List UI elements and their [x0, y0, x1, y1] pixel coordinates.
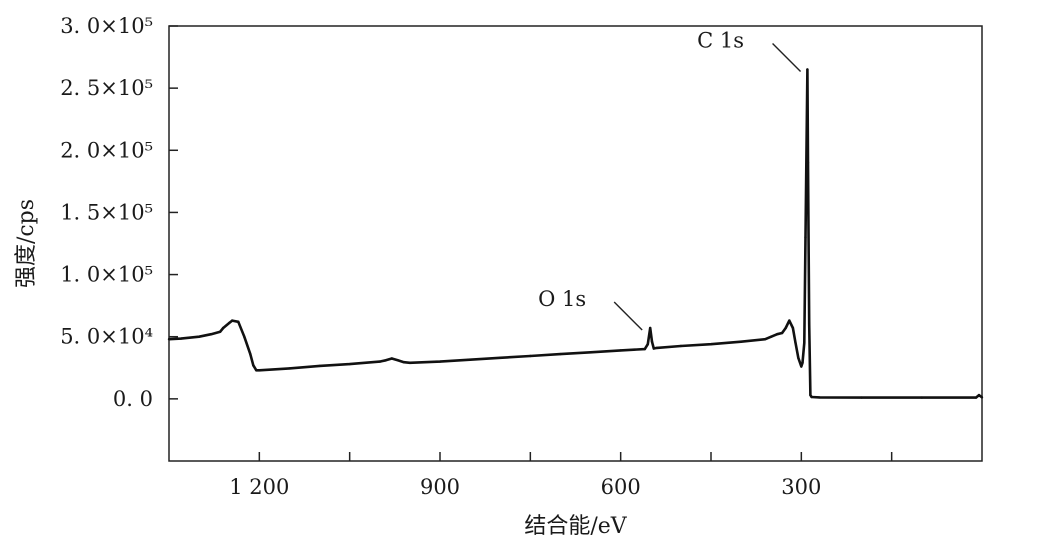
- series-point-45: [791, 326, 795, 330]
- series-point-11: [252, 364, 255, 367]
- series-point-55: [809, 393, 812, 397]
- x-tick-label-3: 300: [781, 475, 821, 499]
- annotation-layer: C 1s O 1s: [538, 29, 802, 331]
- series-point-0: [167, 338, 171, 341]
- series-point-62: [980, 396, 984, 399]
- series-point-58: [860, 396, 863, 399]
- series-point-21: [402, 361, 406, 364]
- x-tick-label-0: 1 200: [229, 475, 289, 499]
- series-point-26: [529, 354, 532, 358]
- x-tick-label-2: 600: [601, 475, 641, 499]
- y-tick-label-1: 5. 0×10⁴: [60, 325, 153, 349]
- plot-frame: [168, 25, 983, 462]
- y-axis-title: 强度/cps: [14, 199, 39, 288]
- series-point-14: [288, 367, 291, 370]
- y-tick-label-4: 2. 0×10⁵: [60, 138, 153, 162]
- series-layer: [167, 68, 984, 399]
- series-point-20: [396, 359, 399, 362]
- series-point-38: [739, 340, 743, 343]
- series-point-15: [318, 364, 321, 368]
- series-point-31: [646, 343, 649, 346]
- series-point-12: [255, 369, 258, 372]
- series-point-19: [390, 357, 393, 360]
- series-point-51: [804, 236, 807, 239]
- annotation-leader-1: [613, 301, 643, 331]
- series-point-39: [764, 338, 767, 341]
- series-point-44: [788, 319, 791, 322]
- x-axis-title: 结合能/eV: [524, 514, 627, 539]
- series-point-23: [438, 360, 442, 363]
- series-point-4: [219, 330, 222, 333]
- series-point-60: [974, 396, 978, 399]
- series-point-17: [378, 360, 381, 363]
- series-point-59: [920, 396, 923, 399]
- series-point-8: [237, 320, 240, 323]
- annotation-label-0: C 1s: [697, 29, 744, 53]
- series-point-52: [806, 68, 809, 71]
- series-point-18: [384, 359, 387, 362]
- series-point-41: [776, 333, 779, 336]
- series-line-0: [168, 68, 983, 399]
- series-point-29: [619, 349, 622, 352]
- series-point-37: [709, 343, 713, 346]
- series-point-56: [810, 395, 813, 399]
- x-tick-label-1: 900: [420, 475, 460, 499]
- series-point-53: [806, 161, 810, 164]
- series-point-57: [818, 396, 821, 399]
- y-tick-label-0: 0. 0: [113, 387, 153, 411]
- series-point-49: [801, 361, 804, 364]
- series-point-48: [800, 365, 803, 368]
- y-tick-label-2: 1. 0×10⁵: [60, 263, 153, 287]
- series-point-46: [794, 340, 797, 343]
- series-point-3: [210, 333, 213, 336]
- series-point-40: [770, 335, 773, 338]
- series-point-13: [258, 369, 261, 372]
- series-point-1: [179, 337, 183, 340]
- series-point-54: [808, 323, 811, 326]
- series-point-61: [977, 393, 981, 397]
- series-point-16: [348, 362, 351, 366]
- x-axis-ticks: 1 200 900 600 300: [229, 452, 893, 499]
- series-point-32: [649, 326, 652, 330]
- series-point-36: [679, 344, 683, 348]
- series-point-9: [243, 335, 246, 338]
- annotation-leader-0: [772, 43, 802, 72]
- series-point-34: [652, 347, 655, 350]
- series-point-47: [797, 356, 800, 359]
- series-point-28: [589, 351, 592, 354]
- y-axis-ticks: 0. 0 5. 0×10⁴ 1. 0×10⁵ 1. 5×10⁵ 2. 0×10⁵ 2. 5…: [60, 14, 178, 411]
- series-point-33: [650, 340, 654, 343]
- y-tick-label-6: 3. 0×10⁵: [60, 14, 153, 38]
- y-tick-label-3: 1. 5×10⁵: [60, 200, 153, 224]
- series-point-24: [468, 358, 472, 361]
- series-point-6: [228, 321, 231, 325]
- series-point-7: [231, 319, 234, 322]
- series-point-2: [197, 335, 201, 338]
- series-point-50: [803, 341, 806, 345]
- annotation-label-1: O 1s: [538, 287, 586, 311]
- series-point-5: [222, 326, 225, 330]
- series-point-25: [499, 356, 502, 359]
- series-point-10: [249, 352, 252, 356]
- y-tick-label-5: 2. 5×10⁵: [60, 76, 153, 100]
- series-point-43: [784, 326, 787, 330]
- series-point-30: [643, 347, 646, 351]
- series-point-22: [408, 361, 412, 364]
- series-point-35: [655, 346, 658, 350]
- series-point-42: [780, 331, 784, 335]
- series-point-27: [559, 352, 562, 356]
